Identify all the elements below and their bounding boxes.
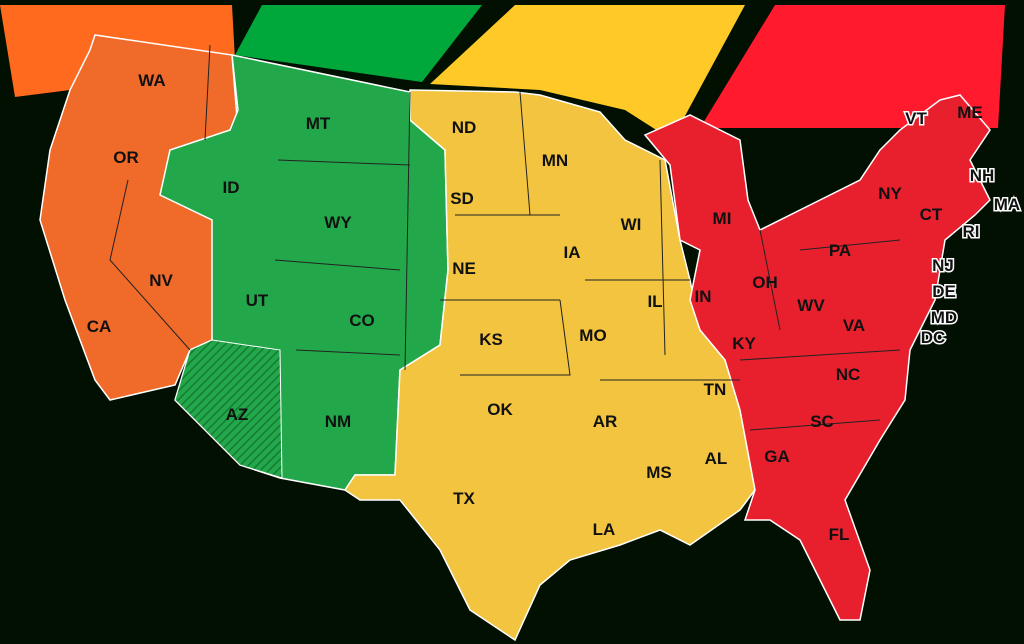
state-label-ky: KY [732,334,756,353]
state-label-pa: PA [829,241,851,260]
state-label-ny: NY [878,184,902,203]
state-labels: WA OR CA NV MT ID WY UT CO AZ NM ND SD NE KS OK TX MN IA MO… [87,71,1022,544]
state-label-nd: ND [452,118,477,137]
pacific-zone-band [0,5,235,97]
state-label-co: CO [349,311,375,330]
state-label-ca: CA [87,317,112,336]
mountain-zone-band [235,5,482,82]
state-label-al: AL [705,449,728,468]
state-label-wi: WI [621,215,642,234]
central-zone [343,89,756,642]
state-label-ar: AR [593,412,618,431]
state-label-ms: MS [646,463,672,482]
state-label-ma: MA [994,195,1020,214]
state-label-mn: MN [542,151,568,170]
state-label-wv: WV [797,296,825,315]
state-label-fl: FL [829,525,850,544]
state-label-tn: TN [704,380,727,399]
state-label-md: MD [931,308,957,327]
state-label-wy: WY [324,213,352,232]
state-label-ri: RI [963,222,980,241]
state-label-tx: TX [453,489,475,508]
state-label-oh: OH [752,273,778,292]
state-label-sc: SC [810,412,834,431]
state-label-sd: SD [450,189,474,208]
state-label-ga: GA [764,447,790,466]
state-label-or: OR [113,148,139,167]
state-label-mt: MT [306,114,331,133]
state-label-nc: NC [836,365,861,384]
state-label-vt: VT [905,109,927,128]
state-label-il: IL [647,292,662,311]
state-label-nh: NH [970,166,995,185]
state-label-dc: DC [921,328,946,347]
state-label-la: LA [593,520,616,539]
eastern-zone [643,94,991,621]
state-label-id: ID [223,178,240,197]
state-label-nj: NJ [932,256,954,275]
state-label-mo: MO [579,326,606,345]
state-label-ut: UT [246,291,269,310]
state-label-in: IN [695,287,712,306]
state-label-va: VA [843,316,865,335]
eastern-zone-band [700,5,1005,128]
state-label-mi: MI [713,209,732,228]
central-zone-band [430,5,745,140]
state-label-ne: NE [452,259,476,278]
state-label-ks: KS [479,330,503,349]
state-label-nm: NM [325,412,351,431]
state-label-az: AZ [226,405,249,424]
state-label-ok: OK [487,400,513,419]
state-label-wa: WA [138,71,165,90]
state-label-de: DE [932,282,956,301]
state-label-nv: NV [149,271,173,290]
state-label-ia: IA [564,243,581,262]
state-label-ct: CT [920,205,943,224]
state-label-me: ME [957,103,983,122]
